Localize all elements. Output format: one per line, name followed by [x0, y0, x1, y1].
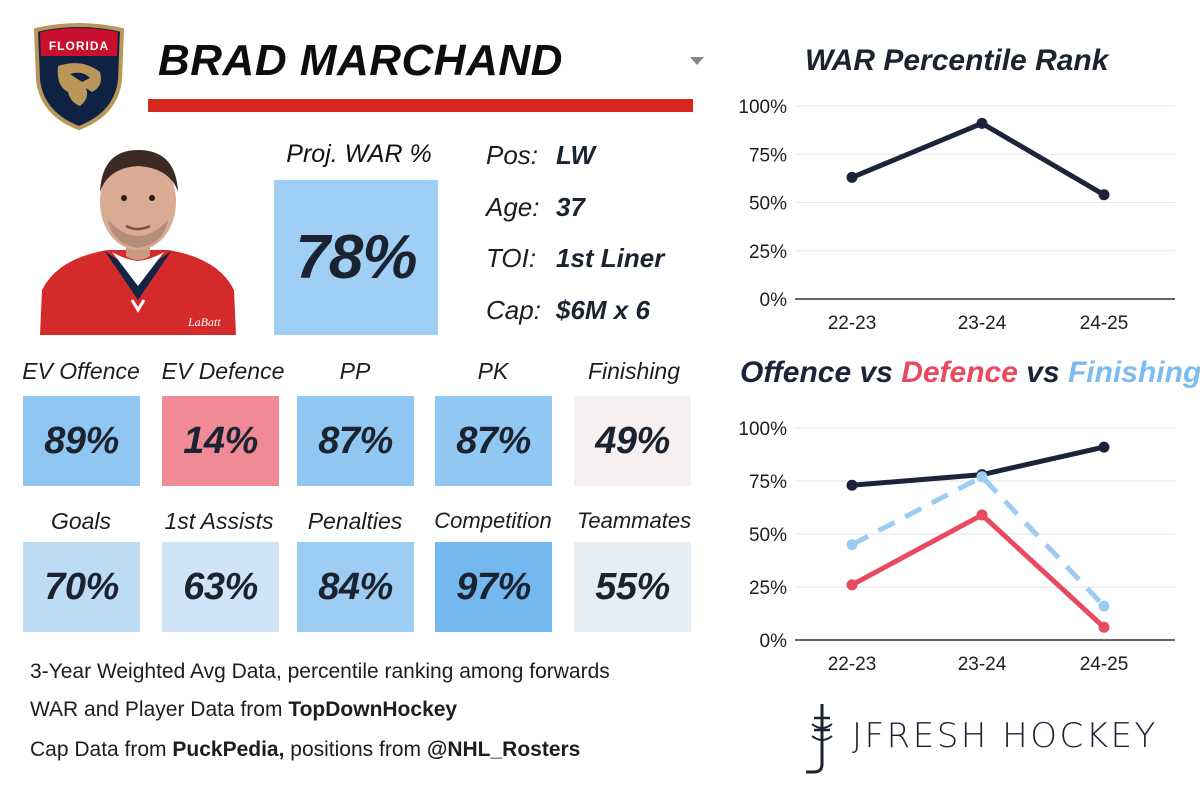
data-point [846, 479, 858, 491]
data-point [976, 117, 988, 129]
stat-label-pp: PP [339, 358, 371, 384]
info-value: 37 [556, 192, 585, 222]
stat-value-1st-assists: 63% [162, 542, 279, 632]
chart2-title-vs: vs [851, 356, 902, 389]
y-tick-label: 100% [738, 419, 787, 440]
brand-name: JFRESH HOCKEY [852, 716, 1158, 756]
stat-label-competition: Competition [434, 508, 552, 533]
x-tick-label: 24-25 [1080, 654, 1129, 675]
stat-value-ev-offence: 89% [23, 396, 140, 486]
y-tick-label: 25% [749, 242, 787, 263]
footer-text: WAR and Player Data from [30, 698, 289, 721]
stat-label-1st-assists: 1st Assists [164, 508, 274, 534]
series-line [850, 512, 1106, 630]
team-logo: FLORIDA [33, 23, 125, 130]
chart2-title-finishing: Finishing [1067, 356, 1200, 389]
player-headshot: LaBatt [40, 150, 236, 335]
footer-cap-source: Cap Data from PuckPedia, positions from … [30, 738, 580, 762]
stat-value-pp: 87% [297, 396, 414, 486]
info-row-position: Pos: LW [486, 140, 595, 171]
footer-text: Cap Data from [30, 738, 173, 761]
info-row-cap: Cap: $6M x 6 [486, 295, 650, 326]
chart2-title-vs: vs [1017, 356, 1068, 389]
y-tick-label: 75% [749, 145, 787, 166]
info-key: TOI: [486, 243, 537, 273]
info-key: Pos: [486, 140, 539, 170]
x-tick-label: 23-24 [958, 313, 1007, 334]
stat-value-teammates: 55% [574, 542, 691, 632]
jfresh-logo-icon [806, 704, 833, 774]
chart2-title: Offence vs Defence vs Finishing [740, 356, 1200, 390]
y-tick-label: 50% [749, 525, 787, 546]
series-line [851, 120, 1106, 197]
data-point [976, 471, 988, 483]
data-point [1098, 441, 1110, 453]
data-point [846, 171, 858, 183]
player-name: BRAD MARCHAND [158, 36, 563, 85]
proj-war-value: 78% [274, 180, 438, 335]
data-point [1098, 600, 1110, 612]
stat-label-pk: PK [477, 358, 509, 384]
data-point [1098, 621, 1110, 633]
footer-text: positions from [284, 738, 427, 761]
y-tick-label: 50% [749, 194, 787, 215]
stat-label-penalties: Penalties [307, 508, 403, 534]
data-point [1098, 189, 1110, 201]
dropdown-caret-icon[interactable] [690, 57, 704, 65]
data-point [846, 539, 858, 551]
proj-war-label: Proj. WAR % [286, 140, 432, 168]
x-tick-label: 23-24 [958, 654, 1007, 675]
stat-label-finishing: Finishing [587, 358, 681, 384]
info-row-toi: TOI: 1st Liner [486, 243, 664, 274]
svg-text:LaBatt: LaBatt [187, 315, 221, 329]
chart1-title: WAR Percentile Rank [805, 44, 1109, 77]
info-row-age: Age: 37 [486, 192, 585, 223]
info-value: LW [556, 140, 595, 170]
y-tick-label: 100% [738, 97, 787, 118]
name-underline [148, 99, 693, 112]
stat-label-ev-offence: EV Offence [22, 358, 140, 384]
data-point [976, 509, 988, 521]
stat-value-pk: 87% [435, 396, 552, 486]
info-key: Age: [486, 192, 540, 222]
stat-label-teammates: Teammates [576, 508, 692, 533]
team-logo-text: FLORIDA [49, 39, 109, 53]
stat-label-ev-defence: EV Defence [161, 358, 285, 384]
info-key: Cap: [486, 295, 541, 325]
chart-offence-defence-finishing: 0% 25% 50% 75% 100% 22-23 23-24 24-25 [738, 419, 1175, 675]
info-value: $6M x 6 [556, 295, 650, 325]
x-tick-label: 22-23 [828, 654, 877, 675]
x-tick-label: 22-23 [828, 313, 877, 334]
chart2-title-defence: Defence [901, 356, 1018, 389]
stat-label-goals: Goals [50, 508, 112, 534]
stat-value-ev-defence: 14% [162, 396, 279, 486]
footer-source-nhl-rosters: @NHL_Rosters [426, 738, 581, 761]
stat-value-penalties: 84% [297, 542, 414, 632]
y-tick-label: 0% [760, 631, 788, 652]
y-tick-label: 75% [749, 472, 787, 493]
chart2-title-offence: Offence [740, 356, 852, 389]
x-tick-label: 24-25 [1080, 313, 1129, 334]
footer-note: 3-Year Weighted Avg Data, percentile ran… [30, 660, 610, 683]
y-tick-label: 0% [760, 290, 788, 311]
footer-war-source: WAR and Player Data from TopDownHockey [30, 698, 457, 722]
stat-value-goals: 70% [23, 542, 140, 632]
info-value: 1st Liner [556, 243, 665, 273]
chart-war-percentile: 0% 25% 50% 75% 100% 22-23 23-24 24-25 [738, 97, 1175, 334]
footer-source-puckpedia: PuckPedia, [172, 738, 285, 761]
y-tick-label: 25% [749, 578, 787, 599]
stat-value-finishing: 49% [574, 396, 691, 486]
footer-source-topdownhockey: TopDownHockey [288, 698, 458, 721]
stat-value-competition: 97% [435, 542, 552, 632]
data-point [846, 579, 858, 591]
